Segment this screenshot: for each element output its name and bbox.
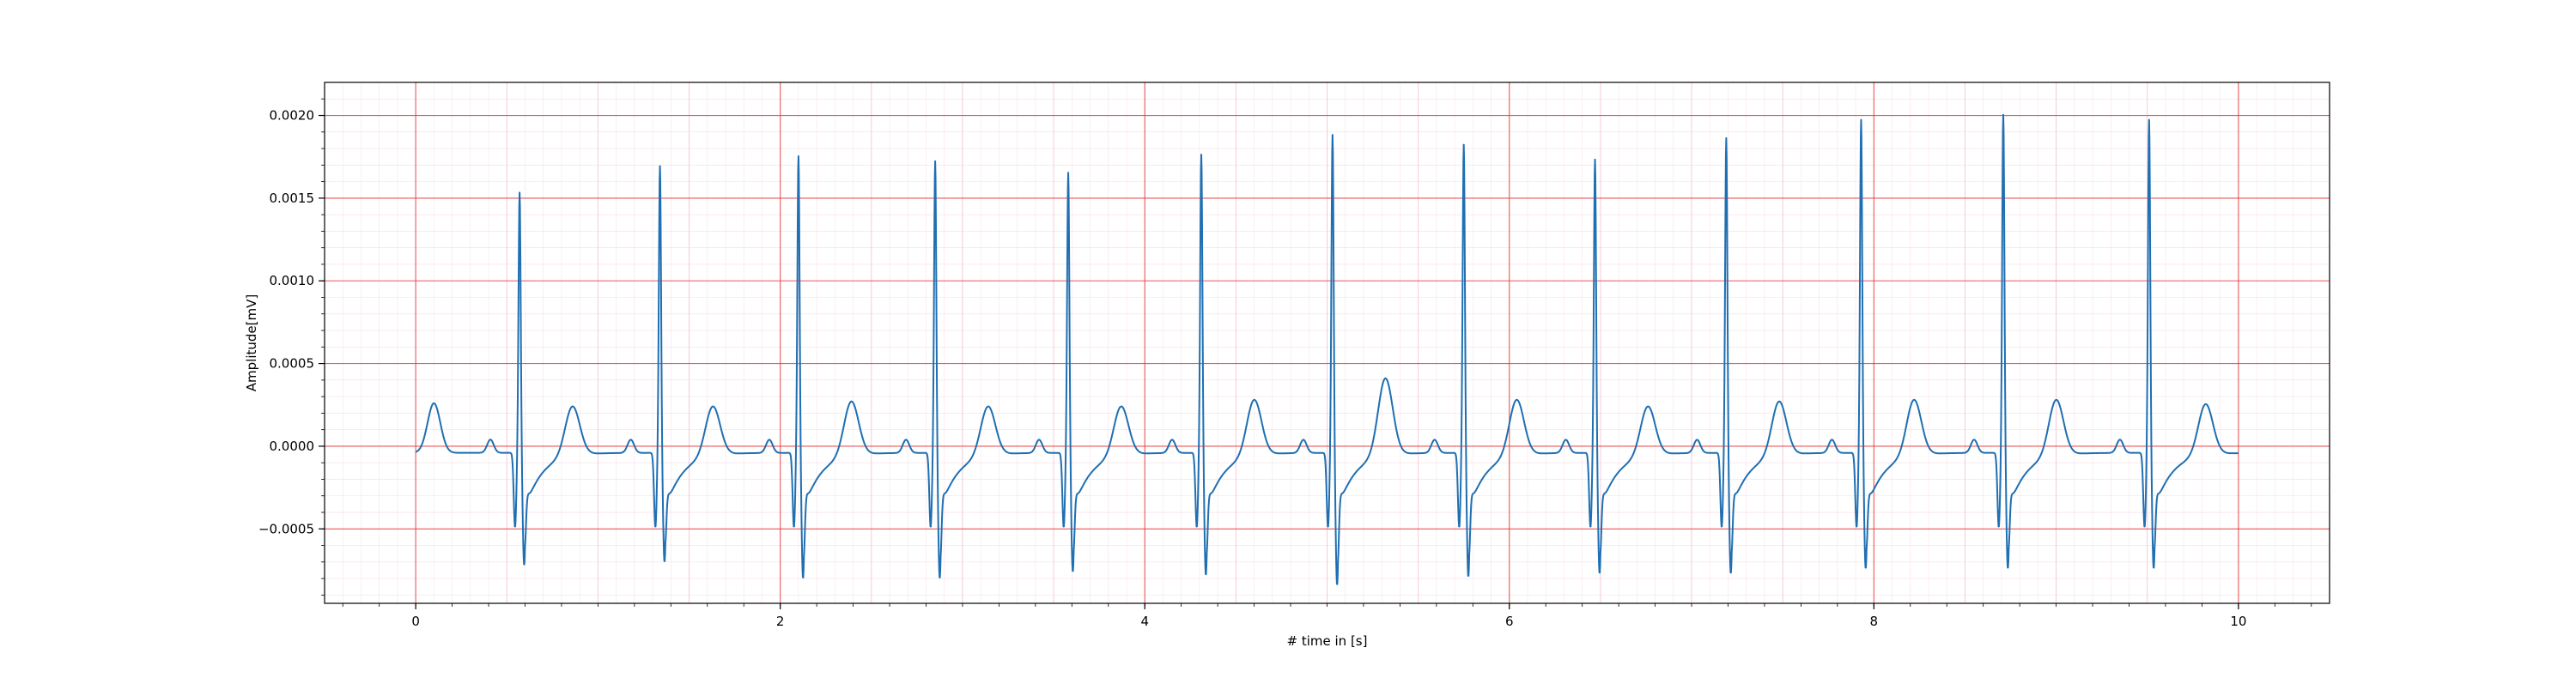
y-tick-label: 0.0010 [270, 273, 315, 288]
series-layer [415, 113, 2239, 585]
x-tick-label: 0 [411, 614, 420, 629]
x-tick-label: 6 [1505, 614, 1514, 629]
x-axis-ticks: 0 2 4 6 8 10 [342, 603, 2312, 629]
y-tick-label: 0.0000 [270, 439, 315, 454]
y-tick-label: −0.0005 [258, 521, 314, 536]
x-tick-label: 4 [1140, 614, 1149, 629]
x-tick-label: 8 [1870, 614, 1879, 629]
x-tick-label: 2 [776, 614, 785, 629]
ecg-series-line [415, 113, 2239, 585]
x-axis-label: # time in [s] [1287, 633, 1368, 649]
major-grid [325, 82, 2330, 603]
y-axis-label: Amplitude[mV] [244, 294, 259, 391]
y-tick-label: 0.0020 [270, 108, 315, 124]
y-tick-label: 0.0015 [270, 191, 315, 206]
y-tick-label: 0.0005 [270, 356, 315, 372]
x-tick-label: 10 [2230, 614, 2246, 629]
y-axis-ticks: −0.0005 0.0000 0.0005 0.0010 0.0015 0.0020 [258, 98, 325, 596]
